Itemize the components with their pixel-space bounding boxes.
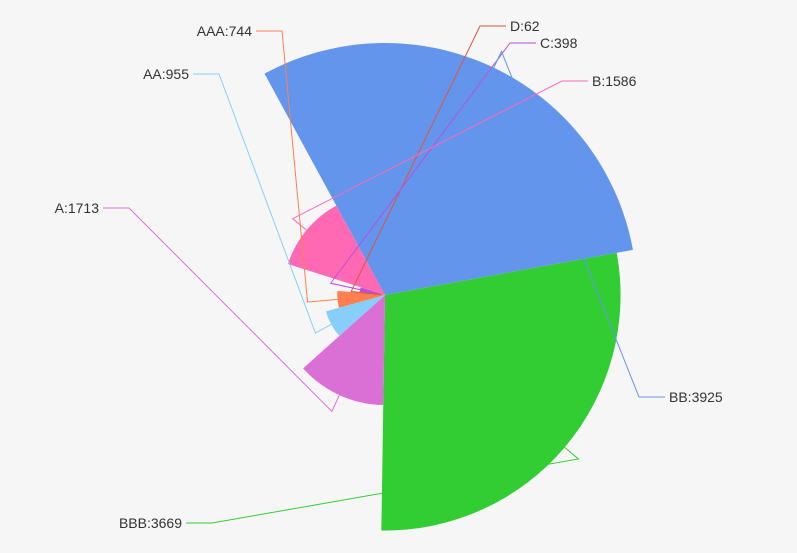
slice-label-aa: AA:955 [143, 66, 189, 82]
leader-line-d [350, 25, 506, 296]
leader-line-b [291, 80, 588, 231]
slice-label-bbb: BBB:3669 [119, 515, 182, 531]
slice-label-aaa: AAA:744 [197, 23, 252, 39]
labels-group: D:62C:398 B:1586 BB:3925 BBB:3669 A:1713 AA:9… [55, 18, 723, 531]
slice-bbb[interactable] [381, 252, 621, 531]
slices-group [264, 43, 633, 531]
slice-a[interactable] [303, 295, 385, 405]
leader-line-c [329, 42, 536, 291]
slice-c[interactable] [359, 287, 385, 295]
slice-label-d: D:62 [510, 18, 540, 34]
slice-label-b: B:1586 [592, 73, 637, 89]
slice-label-bb: BB:3925 [669, 389, 723, 405]
leader-line-aa [193, 73, 332, 334]
slice-aa[interactable] [325, 295, 385, 336]
slice-aaa[interactable] [337, 290, 385, 308]
leader-line-aaa [256, 30, 338, 303]
leader-line-a [103, 207, 340, 413]
slice-bb[interactable] [264, 43, 633, 295]
leader-line-bb [493, 50, 665, 398]
slice-label-a: A:1713 [55, 200, 100, 216]
slice-label-c: C:398 [540, 35, 578, 51]
leader-line-bbb [186, 446, 580, 524]
leader-lines-group [103, 25, 665, 524]
